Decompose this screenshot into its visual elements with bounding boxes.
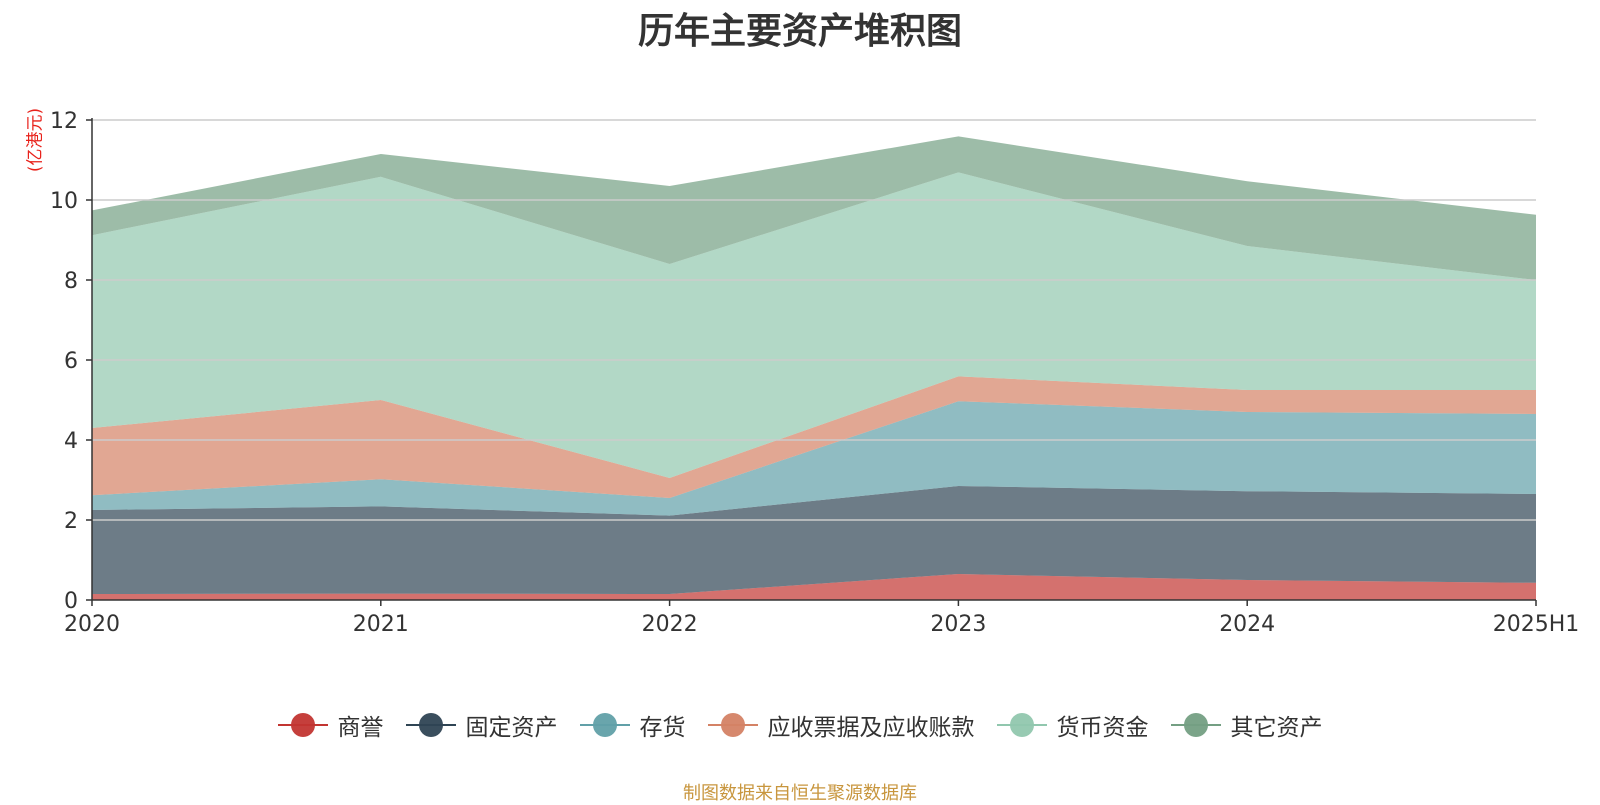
area-series-3 — [92, 376, 1536, 498]
legend-item-2[interactable]: 存货 — [579, 708, 686, 742]
areas-layer — [92, 136, 1536, 600]
grid-layer — [92, 119, 1536, 521]
legend-label: 商誉 — [337, 715, 384, 741]
x-tick-label-2: 2022 — [642, 612, 698, 637]
area-series-4 — [92, 172, 1536, 478]
y-tick-label-0: 0 — [64, 589, 78, 614]
legend-item-3[interactable]: 应收票据及应收账款 — [707, 708, 975, 742]
y-tick-label-2: 4 — [64, 429, 78, 454]
legend-label: 存货 — [639, 715, 686, 741]
x-tick-label-4: 2024 — [1219, 612, 1275, 637]
y-tick-label-4: 8 — [64, 269, 78, 294]
legend-marker-icon — [405, 713, 456, 737]
area-series-1 — [92, 486, 1536, 594]
legend-marker-icon — [277, 713, 328, 737]
x-tick-label-5: 2025H1 — [1493, 612, 1580, 637]
area-series-5 — [92, 136, 1536, 280]
legend-marker-icon — [579, 713, 630, 737]
x-tick-label-3: 2023 — [930, 612, 986, 637]
legend: 商誉 固定资产 存货 应收票据及应收账款 货币资金 其它资产 — [0, 708, 1600, 742]
legend-label: 应收票据及应收账款 — [767, 715, 975, 741]
legend-item-0[interactable]: 商誉 — [277, 708, 384, 742]
area-series-0 — [92, 574, 1536, 600]
x-tick-label-1: 2021 — [353, 612, 409, 637]
x-tick-label-0: 2020 — [64, 612, 120, 637]
legend-label: 固定资产 — [465, 715, 558, 741]
area-series-2 — [92, 401, 1536, 516]
legend-marker-icon — [707, 713, 758, 737]
chart-title: 历年主要资产堆积图 — [637, 11, 962, 52]
axis-layer — [86, 118, 1537, 606]
legend-item-1[interactable]: 固定资产 — [405, 708, 558, 742]
label-layer: 0 2 4 6 8 10 12 2020 2021 2022 2023 2024 2025H1 — [50, 109, 1579, 637]
data-source-note: 制图数据来自恒生聚源数据库 — [683, 783, 917, 804]
legend-label: 货币资金 — [1056, 715, 1149, 741]
y-tick-label-6: 12 — [50, 109, 78, 134]
y-tick-label-1: 2 — [64, 509, 78, 534]
legend-item-4[interactable]: 货币资金 — [996, 708, 1149, 742]
legend-item-5[interactable]: 其它资产 — [1170, 708, 1323, 742]
legend-marker-icon — [1170, 713, 1221, 737]
stacked-area-chart: 0 2 4 6 8 10 12 2020 2021 2022 2023 2024 2025H1 — [50, 109, 1579, 637]
legend-marker-icon — [996, 713, 1047, 737]
y-tick-label-3: 6 — [64, 349, 78, 374]
y-tick-label-5: 10 — [50, 189, 78, 214]
legend-label: 其它资产 — [1230, 715, 1323, 741]
